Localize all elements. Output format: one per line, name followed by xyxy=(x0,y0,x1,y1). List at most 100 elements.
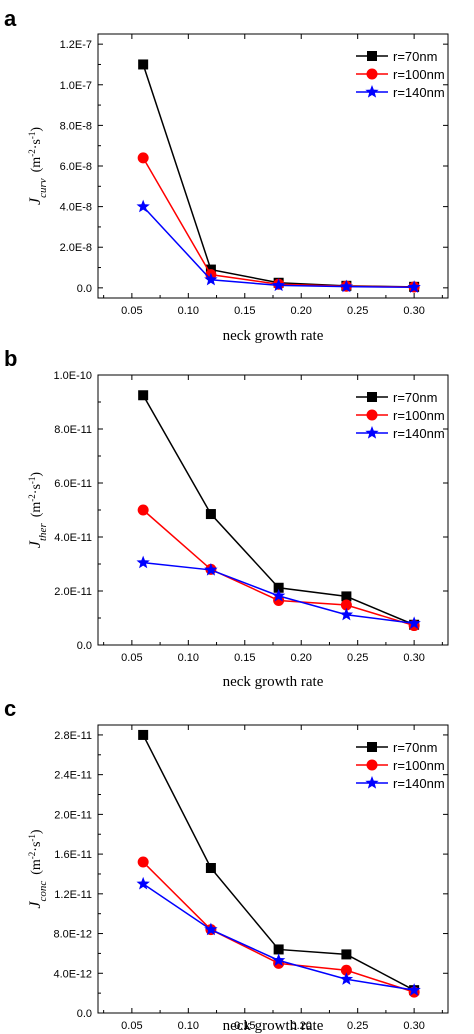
y-axis-label-unit-exp2: -1 xyxy=(27,834,37,842)
y-axis-label-unit-exp1: -2 xyxy=(27,852,37,860)
legend-marker xyxy=(367,51,377,61)
y-axis-label: Jconc (m-2·s-1) xyxy=(27,829,49,909)
legend-marker xyxy=(366,759,378,771)
legend-marker xyxy=(367,392,377,402)
x-tick-label: 0.25 xyxy=(347,1020,368,1032)
data-point xyxy=(273,582,284,593)
data-point xyxy=(407,983,421,996)
data-point xyxy=(136,555,150,569)
y-axis-label-unit-base: (m xyxy=(29,502,44,518)
legend-label: r=140nm xyxy=(393,776,445,791)
y-tick-label: 4.0E-11 xyxy=(54,532,92,544)
data-point xyxy=(339,972,354,985)
y-axis-label-unit-exp1: -2 xyxy=(27,149,37,157)
data-point xyxy=(204,562,218,576)
x-tick-label: 0.25 xyxy=(347,652,368,664)
y-tick-label: 0.0 xyxy=(77,640,92,652)
data-point xyxy=(271,278,286,292)
y-tick-label: 4.0E-8 xyxy=(60,202,92,214)
legend-marker xyxy=(366,409,378,421)
legend-marker xyxy=(365,85,379,98)
data-point xyxy=(271,953,286,967)
x-tick-label: 0.15 xyxy=(234,1020,255,1032)
data-point xyxy=(340,599,352,611)
panel-letter: b xyxy=(4,346,17,371)
data-point xyxy=(407,616,421,630)
legend-marker xyxy=(365,776,379,789)
data-point xyxy=(137,856,149,868)
legend-label: r=70nm xyxy=(393,390,437,405)
panel-letter: a xyxy=(4,6,17,31)
x-tick-label: 0.05 xyxy=(121,1020,142,1032)
x-tick-label: 0.10 xyxy=(178,1020,199,1032)
data-point xyxy=(138,390,149,401)
y-axis-label-unit-end: ) xyxy=(29,472,44,477)
data-point xyxy=(273,944,284,955)
y-axis-label-unit-base: (m xyxy=(29,859,44,875)
y-axis-label-symbol: J xyxy=(27,197,44,205)
legend-marker xyxy=(365,426,379,439)
legend-marker xyxy=(367,742,377,752)
data-point xyxy=(339,279,354,293)
series-line-r=100nm xyxy=(142,157,415,288)
legend-entry: r=100nm xyxy=(356,758,445,773)
y-tick-label: 8.0E-11 xyxy=(54,424,92,436)
legend-entry: r=140nm xyxy=(356,85,445,100)
y-tick-label: 0.0 xyxy=(77,283,92,295)
x-tick-label: 0.20 xyxy=(291,652,312,664)
chart-panel-b: b 0.05 0.10 0.15 0.20 0.25 0.30 0.0 2.0E-11 4.0E-… xyxy=(4,346,449,690)
legend-entry: r=70nm xyxy=(356,49,437,64)
data-point xyxy=(136,876,150,890)
data-point xyxy=(340,964,352,976)
legend-label: r=70nm xyxy=(393,49,437,64)
data-point xyxy=(136,199,150,213)
x-tick-label: 0.10 xyxy=(178,652,199,664)
y-tick-label: 8.0E-8 xyxy=(60,120,92,132)
data-point xyxy=(407,280,421,293)
y-axis-label-unit-exp2: -1 xyxy=(27,132,37,140)
y-tick-label: 8.0E-12 xyxy=(53,929,92,941)
data-point xyxy=(137,152,149,164)
legend-label: r=100nm xyxy=(393,758,445,773)
y-axis-label-unit-mid: ·s xyxy=(29,139,44,149)
legend-entry: r=70nm xyxy=(356,390,437,405)
legend-marker xyxy=(366,68,378,80)
y-tick-label: 1.0E-10 xyxy=(53,370,92,382)
y-tick-label: 2.0E-8 xyxy=(60,242,92,254)
y-tick-label: 6.0E-8 xyxy=(60,161,92,173)
y-axis-label-unit-mid: ·s xyxy=(29,484,44,494)
y-axis-label-unit-exp1: -2 xyxy=(27,494,37,502)
y-axis-label-subscript: ther xyxy=(37,523,49,541)
x-axis-label: neck growth rate xyxy=(223,674,324,690)
x-axis-label: neck growth rate xyxy=(223,1018,324,1034)
data-point xyxy=(204,922,218,936)
x-tick-label: 0.30 xyxy=(403,652,424,664)
legend-entry: r=70nm xyxy=(356,740,437,755)
x-tick-label: 0.30 xyxy=(403,1020,424,1032)
y-tick-label: 2.0E-11 xyxy=(54,586,92,598)
series-line-r=140nm xyxy=(142,883,415,991)
y-axis-label-unit-end: ) xyxy=(29,127,44,132)
series-line-r=100nm xyxy=(142,861,415,993)
legend-label: r=70nm xyxy=(393,740,437,755)
x-tick-label: 0.20 xyxy=(291,305,312,317)
data-point xyxy=(137,504,149,516)
y-tick-label: 4.0E-12 xyxy=(53,968,92,980)
y-axis-label-subscript: conc xyxy=(37,881,49,902)
y-tick-label: 2.8E-11 xyxy=(54,730,92,742)
data-point xyxy=(205,863,216,874)
legend-label: r=140nm xyxy=(393,426,445,441)
y-axis-label-unit-mid: ·s xyxy=(29,842,44,852)
y-tick-label: 0.0 xyxy=(77,1008,92,1020)
series-line-r=70nm xyxy=(142,64,415,288)
legend-label: r=100nm xyxy=(393,67,445,82)
x-tick-label: 0.05 xyxy=(121,652,142,664)
panel-letter: c xyxy=(4,696,16,721)
y-tick-label: 6.0E-11 xyxy=(54,478,92,490)
x-tick-label: 0.05 xyxy=(121,305,142,317)
y-tick-label: 2.0E-11 xyxy=(54,809,92,821)
x-tick-label: 0.30 xyxy=(403,305,424,317)
data-point xyxy=(204,272,218,286)
data-point xyxy=(205,509,216,520)
data-point xyxy=(341,949,352,960)
